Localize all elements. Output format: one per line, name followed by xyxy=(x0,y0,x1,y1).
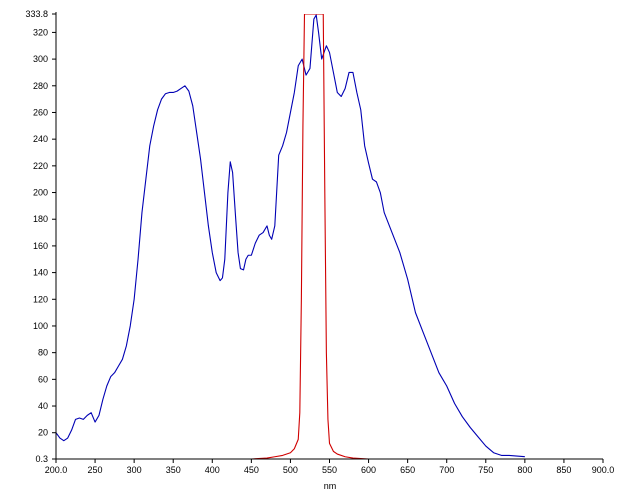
y-tick-label: 120 xyxy=(33,294,48,304)
tick-layer: 200.0 250 300 350 400 450 500 550 600 650 700 750 80… xyxy=(25,9,614,475)
x-tick-label: 650 xyxy=(400,465,415,475)
y-tick-label: 320 xyxy=(33,27,48,37)
y-tick-label: 0.3 xyxy=(35,454,48,464)
x-tick-label: 750 xyxy=(478,465,493,475)
x-tick-label: 850 xyxy=(556,465,571,475)
y-tick-label: 300 xyxy=(33,54,48,64)
series-line-2 xyxy=(56,14,603,459)
y-tick-label: 160 xyxy=(33,241,48,251)
y-tick-label: 100 xyxy=(33,321,48,331)
y-tick-label: 60 xyxy=(38,374,48,384)
x-tick-label: 350 xyxy=(166,465,181,475)
x-tick-label: 600 xyxy=(361,465,376,475)
y-tick-label: 220 xyxy=(33,161,48,171)
x-tick-label: 200.0 xyxy=(45,465,68,475)
y-tick-label: 140 xyxy=(33,268,48,278)
y-tick-label: 260 xyxy=(33,107,48,117)
y-tick-label: 180 xyxy=(33,214,48,224)
x-axis-title: nm xyxy=(324,481,337,491)
y-tick-label: 20 xyxy=(38,428,48,438)
x-tick-label: 250 xyxy=(88,465,103,475)
y-tick-label: 280 xyxy=(33,81,48,91)
x-tick-label: 450 xyxy=(244,465,259,475)
series-line-1 xyxy=(56,14,525,458)
x-tick-label: 400 xyxy=(205,465,220,475)
x-tick-label: 300 xyxy=(127,465,142,475)
y-tick-label: 80 xyxy=(38,348,48,358)
x-tick-label: 800 xyxy=(517,465,532,475)
series-layer xyxy=(56,14,603,459)
y-tick-label: 40 xyxy=(38,401,48,411)
x-tick-label: 700 xyxy=(439,465,454,475)
axis-layer xyxy=(52,12,604,463)
x-tick-label: 500 xyxy=(283,465,298,475)
y-tick-label: 240 xyxy=(33,134,48,144)
y-tick-label: 200 xyxy=(33,188,48,198)
y-tick-label: 333.8 xyxy=(25,9,48,19)
x-tick-label: 550 xyxy=(322,465,337,475)
x-tick-label: 900.0 xyxy=(592,465,615,475)
